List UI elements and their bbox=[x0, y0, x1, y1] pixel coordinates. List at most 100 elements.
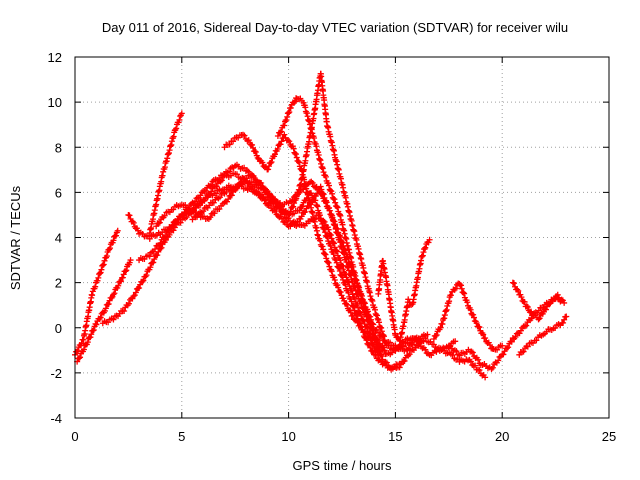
data-point bbox=[244, 167, 251, 174]
data-point bbox=[278, 128, 285, 135]
data-point bbox=[95, 274, 102, 281]
data-point bbox=[132, 289, 139, 296]
data-point bbox=[500, 351, 507, 358]
data-point bbox=[375, 344, 382, 351]
data-point bbox=[333, 259, 340, 266]
data-point bbox=[264, 188, 271, 195]
x-axis-label: GPS time / hours bbox=[293, 458, 392, 473]
data-point bbox=[103, 253, 110, 260]
data-point bbox=[505, 344, 512, 351]
data-point bbox=[358, 323, 365, 330]
data-point bbox=[320, 169, 327, 176]
data-point bbox=[432, 332, 439, 339]
data-point bbox=[150, 259, 157, 266]
data-point bbox=[108, 295, 115, 302]
data-point bbox=[401, 357, 408, 364]
data-point bbox=[286, 138, 293, 145]
data-point bbox=[378, 351, 385, 358]
data-point bbox=[561, 299, 568, 306]
data-point bbox=[254, 154, 261, 161]
x-tick-label: 0 bbox=[71, 429, 78, 444]
data-point bbox=[411, 339, 418, 346]
data-point bbox=[302, 209, 309, 216]
data-point bbox=[321, 250, 328, 257]
data-point bbox=[376, 348, 383, 355]
data-point bbox=[335, 284, 342, 291]
data-point bbox=[102, 305, 109, 312]
data-point bbox=[488, 365, 495, 372]
data-point bbox=[347, 309, 354, 316]
data-point bbox=[136, 285, 143, 292]
data-point bbox=[468, 348, 475, 355]
data-point bbox=[218, 177, 225, 184]
data-point bbox=[173, 218, 180, 225]
data-point bbox=[139, 278, 146, 285]
data-point bbox=[250, 173, 257, 180]
x-tick-label: 5 bbox=[178, 429, 185, 444]
data-point bbox=[330, 239, 337, 246]
data-point bbox=[151, 256, 158, 263]
data-point bbox=[293, 154, 300, 161]
data-point bbox=[130, 219, 137, 226]
data-point bbox=[327, 242, 334, 249]
data-point bbox=[345, 289, 352, 296]
data-point bbox=[146, 253, 153, 260]
data-point bbox=[536, 315, 543, 322]
data-point bbox=[354, 301, 361, 308]
y-tick-label: -2 bbox=[50, 366, 62, 381]
data-point bbox=[517, 327, 524, 334]
data-point bbox=[340, 266, 347, 273]
data-point bbox=[471, 314, 478, 321]
data-point bbox=[343, 300, 350, 307]
data-point bbox=[192, 198, 199, 205]
data-point bbox=[126, 212, 133, 219]
data-point bbox=[324, 259, 331, 266]
data-point bbox=[87, 334, 94, 341]
data-point bbox=[281, 122, 288, 129]
data-point bbox=[270, 207, 277, 214]
data-point bbox=[166, 225, 173, 232]
data-point bbox=[510, 280, 517, 287]
data-point bbox=[379, 333, 386, 340]
data-point bbox=[452, 338, 459, 345]
data-point bbox=[289, 197, 296, 204]
data-point bbox=[355, 282, 362, 289]
data-point bbox=[521, 298, 528, 305]
data-point bbox=[361, 303, 368, 310]
data-point bbox=[230, 138, 237, 145]
data-point bbox=[298, 204, 305, 211]
data-point bbox=[176, 116, 183, 123]
data-point bbox=[166, 231, 173, 238]
data-point bbox=[290, 203, 297, 210]
data-point bbox=[320, 246, 327, 253]
data-point bbox=[80, 346, 87, 353]
data-point bbox=[84, 339, 91, 346]
data-point bbox=[330, 250, 337, 257]
data-point bbox=[268, 159, 275, 166]
data-point bbox=[272, 208, 279, 215]
data-point bbox=[277, 129, 284, 136]
data-point bbox=[150, 248, 157, 255]
y-axis-label: SDTVAR / TECUs bbox=[8, 185, 23, 290]
data-point bbox=[563, 313, 570, 320]
data-point bbox=[93, 321, 100, 328]
data-point bbox=[241, 164, 248, 171]
data-point bbox=[300, 186, 307, 193]
data-point bbox=[299, 203, 306, 210]
data-point bbox=[561, 316, 568, 323]
data-point bbox=[396, 360, 403, 367]
data-point bbox=[241, 132, 248, 139]
data-point bbox=[473, 319, 480, 326]
data-point bbox=[542, 306, 549, 313]
data-point bbox=[458, 282, 465, 289]
data-point bbox=[240, 131, 247, 138]
data-point bbox=[258, 179, 265, 186]
data-point bbox=[249, 141, 256, 148]
data-point bbox=[560, 319, 567, 326]
data-point bbox=[216, 194, 223, 201]
data-point bbox=[253, 181, 260, 188]
data-point bbox=[283, 116, 290, 123]
data-point bbox=[328, 235, 335, 242]
data-point bbox=[319, 243, 326, 250]
data-point bbox=[216, 206, 223, 213]
